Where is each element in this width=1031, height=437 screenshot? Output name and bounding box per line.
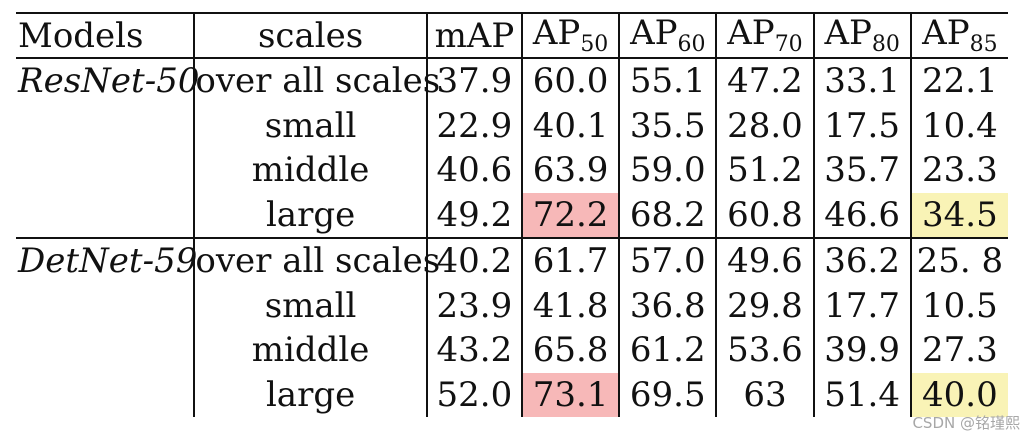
value-cell: 60.8	[716, 192, 815, 238]
value-cell: 47.2	[716, 58, 815, 104]
ap-label: AP	[727, 12, 775, 53]
value-cell: 29.8	[716, 283, 815, 328]
model-cell-empty	[16, 103, 196, 148]
value-cell: 46.6	[813, 192, 912, 238]
ap-label: AP	[824, 12, 872, 53]
scale-cell: middle	[194, 148, 428, 193]
highlighted-value-cell: 34.5	[910, 192, 1008, 238]
scale-cell: over all scales	[194, 237, 440, 284]
model-cell-empty	[16, 372, 196, 417]
header-row: Models scales mAP AP50 AP60 AP70 AP80 AP…	[16, 12, 1008, 59]
value-cell: 60.0	[522, 58, 621, 104]
value-cell: 22.9	[426, 103, 524, 148]
results-table: Models scales mAP AP50 AP60 AP70 AP80 AP…	[16, 12, 1008, 417]
value-cell: 52.0	[426, 372, 524, 417]
ap-subscript: 85	[969, 31, 998, 57]
header-scales: scales	[194, 12, 428, 59]
value-cell: 40.1	[522, 103, 621, 148]
value-cell: 33.1	[813, 58, 912, 104]
model-name-resnet50: ResNet-50	[16, 58, 199, 104]
header-ap80: AP80	[813, 12, 912, 59]
value-cell: 49.6	[716, 237, 815, 284]
model-cell-empty	[16, 192, 196, 238]
value-cell: 61.2	[619, 328, 718, 373]
highlighted-value-cell: 73.1	[522, 372, 621, 417]
scale-cell: middle	[194, 328, 428, 373]
model-cell-empty	[16, 328, 196, 373]
value-cell: 35.7	[813, 148, 912, 193]
value-cell: 55.1	[619, 58, 718, 104]
value-cell: 41.8	[522, 283, 621, 328]
value-cell: 27.3	[922, 330, 998, 371]
results-table-container: Models scales mAP AP50 AP60 AP70 AP80 AP…	[16, 12, 1008, 417]
value-cell: 35.5	[619, 103, 718, 148]
table-row: DetNet-59 over all scales 40.2 61.7 57.0…	[16, 237, 1008, 284]
value-cell: 28.0	[716, 103, 815, 148]
value-cell: 49.2	[426, 192, 524, 238]
value-cell: 17.5	[813, 103, 912, 148]
table-row: middle 40.6 63.9 59.0 51.2 35.7 23.3	[16, 148, 1008, 193]
value-cell: 25. 8	[910, 237, 1008, 284]
ap-subscript: 80	[871, 31, 900, 57]
scale-cell: large	[194, 372, 428, 417]
value-cell: 43.2	[426, 328, 524, 373]
header-ap60: AP60	[619, 12, 718, 59]
model-name-detnet59: DetNet-59	[16, 237, 197, 284]
value-cell: 40.2	[426, 237, 524, 284]
table-row: small 22.9 40.1 35.5 28.0 17.5 10.4	[16, 103, 1008, 148]
ap-subscript: 60	[677, 31, 706, 57]
ap-subscript: 70	[774, 31, 803, 57]
value-cell: 68.2	[619, 192, 718, 238]
header-ap70: AP70	[716, 12, 815, 59]
value-cell: 61.7	[522, 237, 621, 284]
highlighted-value-cell: 40.0	[910, 372, 1008, 417]
value-cell: 10.5	[922, 285, 998, 326]
value-cell: 69.5	[619, 372, 718, 417]
ap-label: AP	[922, 12, 970, 53]
table-row: large 49.2 72.2 68.2 60.8 46.6 34.5	[16, 192, 1008, 238]
value-cell: 57.0	[619, 237, 718, 284]
highlighted-value-cell: 72.2	[522, 192, 621, 238]
value-cell: 23.9	[426, 283, 524, 328]
header-ap85: AP85	[910, 12, 1008, 59]
header-map: mAP	[426, 12, 524, 59]
value-cell: 37.9	[426, 58, 524, 104]
csdn-watermark: CSDN @铭瑾熙	[912, 414, 1020, 432]
value-cell: 40.6	[426, 148, 524, 193]
model-cell-empty	[16, 283, 196, 328]
value-cell: 36.2	[813, 237, 912, 284]
ap-label: AP	[532, 12, 581, 53]
value-cell: 23.3	[922, 150, 998, 191]
value-cell: 59.0	[619, 148, 718, 193]
ap-subscript: 50	[580, 31, 609, 57]
table-row: large 52.0 73.1 69.5 63 51.4 40.0	[16, 372, 1008, 417]
header-ap50: AP50	[522, 12, 621, 59]
value-cell: 36.8	[619, 283, 718, 328]
table-row: middle 43.2 65.8 61.2 53.6 39.9 27.3	[16, 328, 1008, 373]
value-cell: 63	[716, 372, 815, 417]
scale-cell: small	[194, 103, 428, 148]
table-row: ResNet-50 over all scales 37.9 60.0 55.1…	[16, 58, 1008, 104]
value-cell: 17.7	[813, 283, 912, 328]
value-cell: 10.4	[922, 105, 998, 146]
value-cell: 53.6	[716, 328, 815, 373]
ap-label: AP	[630, 12, 678, 53]
scale-cell: over all scales	[194, 58, 440, 104]
model-cell-empty	[16, 148, 196, 193]
header-models: Models	[16, 12, 196, 59]
value-cell: 51.4	[813, 372, 912, 417]
value-cell: 22.1	[922, 61, 998, 102]
scale-cell: small	[194, 283, 428, 328]
value-cell: 63.9	[522, 148, 621, 193]
value-cell: 65.8	[522, 328, 621, 373]
value-cell: 39.9	[813, 328, 912, 373]
table-row: small 23.9 41.8 36.8 29.8 17.7 10.5	[16, 283, 1008, 328]
value-cell: 51.2	[716, 148, 815, 193]
scale-cell: large	[194, 192, 428, 238]
